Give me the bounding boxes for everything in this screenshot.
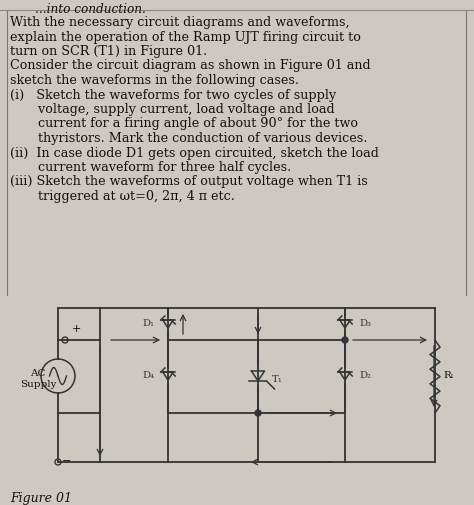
Text: explain the operation of the Ramp UJT firing circuit to: explain the operation of the Ramp UJT fi… bbox=[10, 30, 361, 43]
Text: AC
Supply: AC Supply bbox=[20, 369, 56, 389]
Text: voltage, supply current, load voltage and load: voltage, supply current, load voltage an… bbox=[10, 103, 335, 116]
Text: ...into conduction.: ...into conduction. bbox=[35, 3, 146, 16]
Text: D₂: D₂ bbox=[359, 372, 371, 380]
Text: (iii) Sketch the waveforms of output voltage when T1 is: (iii) Sketch the waveforms of output vol… bbox=[10, 176, 368, 188]
Text: triggered at ωt=0, 2π, 4 π etc.: triggered at ωt=0, 2π, 4 π etc. bbox=[10, 190, 235, 203]
Text: T₁: T₁ bbox=[272, 376, 283, 384]
Text: D₃: D₃ bbox=[359, 320, 371, 328]
Text: D₄: D₄ bbox=[142, 372, 154, 380]
Text: −: − bbox=[62, 456, 72, 466]
Text: turn on SCR (T1) in Figure 01.: turn on SCR (T1) in Figure 01. bbox=[10, 45, 207, 58]
Text: Consider the circuit diagram as shown in Figure 01 and: Consider the circuit diagram as shown in… bbox=[10, 60, 371, 73]
Circle shape bbox=[255, 410, 261, 416]
Text: (ii)  In case diode D1 gets open circuited, sketch the load: (ii) In case diode D1 gets open circuite… bbox=[10, 146, 379, 160]
Text: With the necessary circuit diagrams and waveforms,: With the necessary circuit diagrams and … bbox=[10, 16, 350, 29]
Text: Rₗ: Rₗ bbox=[443, 372, 453, 380]
Text: Figure 01: Figure 01 bbox=[10, 492, 72, 505]
Text: (i)   Sketch the waveforms for two cycles of supply: (i) Sketch the waveforms for two cycles … bbox=[10, 88, 336, 102]
Text: current waveform for three half cycles.: current waveform for three half cycles. bbox=[10, 161, 291, 174]
Circle shape bbox=[342, 337, 348, 343]
Text: sketch the waveforms in the following cases.: sketch the waveforms in the following ca… bbox=[10, 74, 299, 87]
Text: thyristors. Mark the conduction of various devices.: thyristors. Mark the conduction of vario… bbox=[10, 132, 367, 145]
Text: current for a firing angle of about 90° for the two: current for a firing angle of about 90° … bbox=[10, 118, 358, 130]
Text: D₁: D₁ bbox=[142, 320, 154, 328]
Text: +: + bbox=[72, 324, 82, 334]
